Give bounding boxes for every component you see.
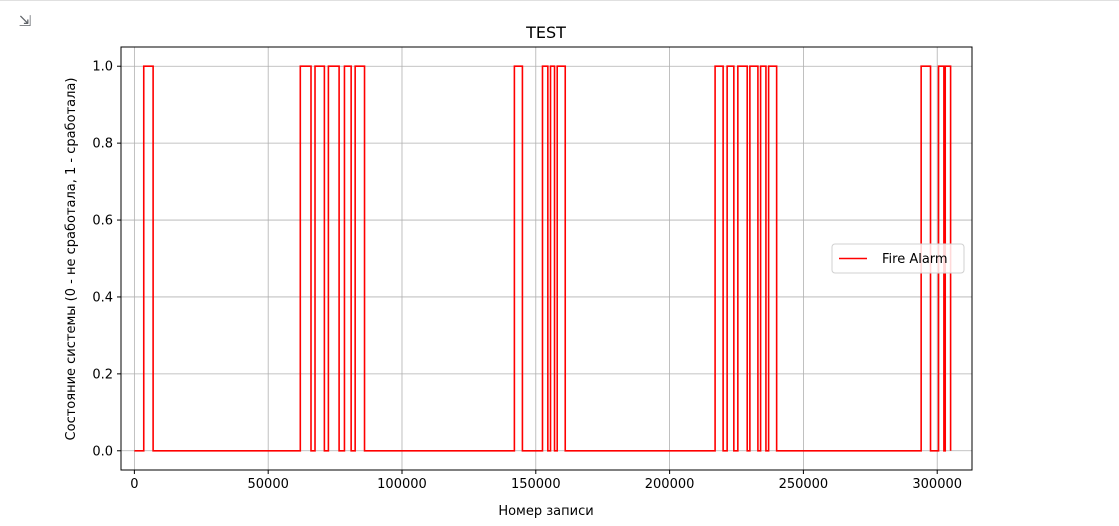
x-ticks: 0 50000 100000 150000 200000 250000 300000 <box>130 470 962 492</box>
x-tick-label: 150000 <box>511 477 561 492</box>
y-tick-label: 0.8 <box>92 137 113 152</box>
x-tick-label: 0 <box>130 477 138 492</box>
legend-box <box>831 243 965 274</box>
legend: Fire Alarm <box>831 243 965 274</box>
y-tick-label: 0.6 <box>92 214 113 229</box>
x-axis-label: Номер записи <box>498 504 593 519</box>
x-tick-label: 50000 <box>248 477 289 492</box>
series-line-fire-alarm <box>134 65 952 452</box>
series-layer <box>134 65 952 452</box>
y-tick-label: 0.2 <box>92 367 113 382</box>
plot-frame <box>120 46 973 471</box>
chart-title: TEST <box>525 23 566 42</box>
x-tick-label: 200000 <box>645 477 695 492</box>
y-tick-label: 1.0 <box>92 60 113 75</box>
legend-label: Fire Alarm <box>882 252 948 267</box>
x-tick-label: 250000 <box>779 477 829 492</box>
cell-top-border <box>0 0 1119 1</box>
y-tick-label: 0.4 <box>92 290 113 305</box>
x-tick-label: 100000 <box>377 477 427 492</box>
output-toggle-icon[interactable]: ⇲ <box>18 12 32 30</box>
y-axis-label: Состояние системы (0 - не сработала, 1 -… <box>64 78 79 441</box>
x-tick-label: 300000 <box>912 477 962 492</box>
y-tick-label: 0.0 <box>92 444 113 459</box>
y-ticks: 0.0 0.2 0.4 0.6 0.8 1.0 <box>92 60 121 459</box>
